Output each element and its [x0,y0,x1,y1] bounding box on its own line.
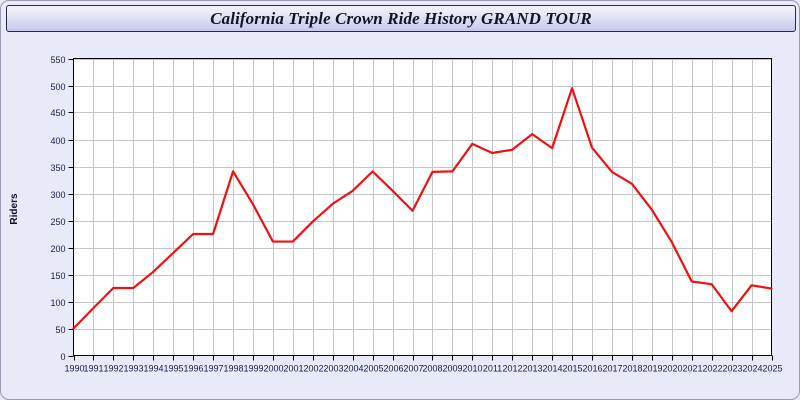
x-tick-label: 2019 [642,364,662,374]
x-tick-label: 2024 [742,364,762,374]
x-tick-label: 2013 [522,364,542,374]
page-title: California Triple Crown Ride History GRA… [210,8,592,28]
x-tick-label: 2005 [363,364,383,374]
x-tick-label: 2017 [602,364,622,374]
x-tick-label: 2004 [343,364,363,374]
y-axis-title-group: Riders [9,193,20,225]
x-tick-label: 2002 [303,364,323,374]
data-series-riders [72,87,773,330]
x-tick-label: 2016 [582,364,602,374]
y-tick-label: 50 [55,325,65,335]
y-tick-label: 150 [50,271,65,281]
y-tick-label: 400 [50,136,65,146]
plot-area-frame [72,57,773,357]
x-tick-label: 1999 [243,364,263,374]
x-tick-label: 2018 [622,364,642,374]
y-tick-label: 250 [50,217,65,227]
x-tick-label: 1993 [123,364,143,374]
x-tick-label: 2006 [383,364,403,374]
x-tick-label: 2015 [562,364,582,374]
x-tick-label: 1998 [223,364,243,374]
x-tick-label: 2012 [502,364,522,374]
x-tick-label: 2008 [422,364,442,374]
x-tick-label: 1997 [203,364,223,374]
x-tick-label: 2003 [323,364,343,374]
chart-container: 0 50 100 150 200 250 300 350 400 450 500 550 1990 19… [1,34,799,399]
x-tick-label: 2010 [462,364,482,374]
x-tick-label: 1994 [143,364,163,374]
x-tick-label: 1996 [183,364,203,374]
x-tick-label: 1990 [64,364,84,374]
x-tick-label: 2001 [283,364,303,374]
x-tick-label: 2009 [442,364,462,374]
y-axis-ticks: 0 50 100 150 200 250 300 350 400 450 500 550 [50,55,74,362]
x-tick-label: 2000 [263,364,283,374]
y-tick-label: 200 [50,244,65,254]
y-axis-title: Riders [9,193,20,225]
y-tick-label: 450 [50,108,65,118]
gridlines [73,58,772,356]
x-tick-label: 2014 [542,364,562,374]
plot-background [73,58,772,356]
x-tick-label: 2020 [662,364,682,374]
x-tick-label: 1991 [83,364,103,374]
x-tick-label: 2023 [722,364,742,374]
y-tick-label: 350 [50,163,65,173]
x-tick-label: 2011 [483,364,502,374]
y-tick-label: 0 [60,352,65,362]
x-tick-label: 2022 [702,364,722,374]
y-tick-label: 550 [50,55,65,65]
x-tick-label: 2025 [762,364,782,374]
y-tick-label: 300 [50,190,65,200]
x-tick-label: 2007 [403,364,423,374]
y-tick-label: 500 [50,82,65,92]
y-tick-label: 100 [50,298,65,308]
x-tick-label: 2021 [682,364,702,374]
window-title-bar: California Triple Crown Ride History GRA… [6,5,796,32]
x-tick-label: 1992 [103,364,123,374]
x-tick-label: 1995 [163,364,183,374]
